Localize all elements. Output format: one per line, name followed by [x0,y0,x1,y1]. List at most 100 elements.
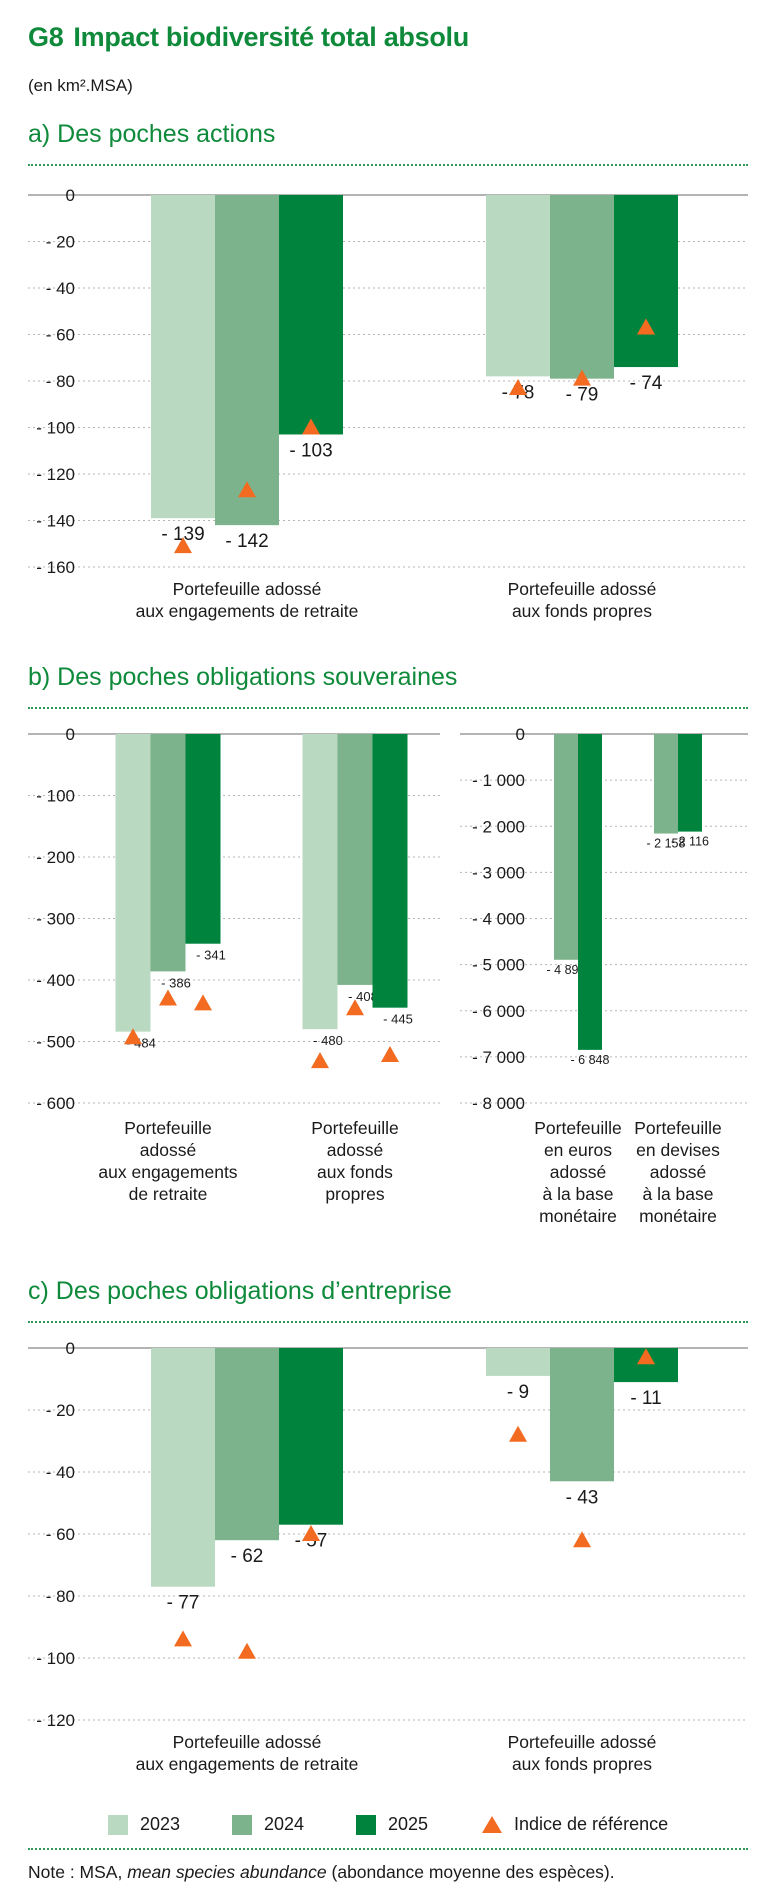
chart-a-y-tick-label: - 160 [36,558,75,577]
chart-c-category-label: Portefeuille adossé aux fonds propres [508,1732,657,1774]
chart-c-y-tick-label: - 60 [46,1525,75,1544]
chart-b-left-y-tick-label: - 100 [36,787,75,806]
chart-a-data-label-2023: - 139 [161,524,204,545]
chart-b-left-data-label-2024: - 408 [348,989,378,1004]
chart-b-right-category-label: Portefeuille en euros adossé à la base monét… [534,1118,622,1226]
chart-b-left-data-label-2025: - 445 [383,1012,413,1027]
chart-b-left-reference-marker-2025 [381,1046,399,1063]
chart-a-reference-marker-2023 [174,537,192,554]
chart-obligations-souveraines: 0- 100- 200- 300- 400- 500- 600- 484- 38… [28,725,748,1226]
note: Note : MSA, mean species abundance (abon… [28,1862,615,1883]
chart-b-left-y-tick-label: - 300 [36,910,75,929]
chart-c-reference-marker-2025 [637,1348,655,1365]
chart-c-y-tick-label: - 100 [36,1649,75,1668]
chart-b-left-bar-2024 [337,734,373,985]
legend-item-2024: 2024 [232,1814,304,1835]
chart-b-right-y-tick-label: - 6 000 [472,1002,525,1021]
chart-b-right-y-tick-label: - 2 000 [472,817,525,836]
chart-a-reference-marker-2025 [302,418,320,435]
chart-c-reference-marker-2025 [302,1525,320,1541]
chart-b-right-y-tick-label: - 1 000 [472,771,525,790]
chart-b-left-y-tick-label: - 400 [36,971,75,990]
chart-b-left-reference-marker-2025 [194,994,212,1011]
chart-b-left-data-label-2025: - 341 [196,948,226,963]
section-c-separator [28,1321,748,1323]
chart-a-bar-2024 [215,195,279,526]
figure-title-text: Impact biodiversité total absolu [73,22,469,52]
chart-c-reference-marker-2024 [238,1642,256,1659]
chart-c-reference-marker-2023 [174,1630,192,1647]
chart-b-left-bar-2025 [185,734,221,944]
chart-b-right-y-tick-label: - 5 000 [472,956,525,975]
chart-a-data-label-2025: - 74 [630,373,663,394]
chart-a-y-tick-label: - 80 [46,372,75,391]
chart-b-left-data-label-2023: - 480 [313,1033,343,1048]
note-italic: mean species abundance [127,1862,327,1882]
chart-c-data-label-2024: - 62 [231,1546,264,1567]
section-c-title: c) Des poches obligations d’entreprise [28,1277,452,1305]
legend-label-2025: 2025 [388,1814,429,1834]
chart-a-y-tick-label: - 40 [46,279,75,298]
chart-c-bar-2025 [279,1348,343,1525]
chart-b-left-bar-2023 [302,734,338,1030]
legend-swatch-2023 [108,1814,128,1835]
chart-b-right-y-tick-label: - 8 000 [472,1094,525,1113]
chart-c-y-tick-label: - 120 [36,1711,75,1730]
legend-item-reference: Indice de référence [482,1814,668,1835]
legend: 2023 2024 2025 Indice de référence [0,1808,768,1844]
chart-a-category-label: Portefeuille adossé aux fonds propres [508,579,657,621]
section-a-title: a) Des poches actions [28,120,276,148]
chart-a-data-label-2025: - 103 [289,440,332,461]
chart-c-reference-marker-2024 [573,1531,591,1548]
chart-b-left-reference-marker-2024 [159,989,177,1006]
chart-c-data-label-2023: - 77 [167,1593,200,1614]
chart-c-y-tick-label: 0 [66,1339,75,1358]
chart-b-right-data-label-2024: - 4 895 [547,963,586,977]
chart-a-bar-2024 [550,195,614,379]
chart-b-left-bar-2024 [150,734,186,972]
chart-b-left-category-label: Portefeuille adossé aux engagements de retr… [98,1118,237,1204]
chart-actions: 0 - 20 - 40 - 60 - 80 - 100 - 120 - 140 - 160 - 1… [28,186,748,621]
chart-b-left-bar-2023 [115,734,151,1032]
chart-b-right-y-tick-label: - 4 000 [472,910,525,929]
chart-a-category-label: Portefeuille adossé aux engagements de re… [136,579,359,621]
chart-b-right-bar-2024 [554,734,578,960]
chart-c-bar-2024 [550,1348,614,1482]
chart-b-right-data-label-2025: - 6 848 [571,1053,610,1067]
section-b-separator [28,707,748,709]
chart-c-y-tick-label: - 20 [46,1401,75,1420]
reference-triangle-icon [482,1816,502,1833]
chart-b-right-bar-2025 [578,734,602,1050]
chart-a-bar-2023 [151,195,215,519]
chart-c-y-tick-label: - 40 [46,1463,75,1482]
chart-b-left-reference-marker-2023 [124,1028,142,1045]
chart-b-left-y-tick-label: - 200 [36,848,75,867]
chart-c-bar-2023 [486,1348,550,1376]
chart-b-right-y-tick-label: - 7 000 [472,1048,525,1067]
chart-a-y-tick-label: 0 [66,186,75,205]
chart-b-left-reference-marker-2024 [346,999,364,1016]
chart-b-left-y-tick-label: 0 [66,725,75,744]
note-prefix: Note : MSA, [28,1862,128,1882]
chart-c-bar-2024 [215,1348,279,1541]
chart-c-data-label-2025: - 57 [295,1531,328,1552]
chart-b-right-bar-2024 [654,734,678,834]
chart-a-bar-2023 [486,195,550,377]
note-suffix: (abondance moyenne des espèces). [326,1862,615,1882]
chart-a-reference-marker-2025 [637,318,655,335]
chart-c-reference-marker-2023 [509,1425,527,1442]
chart-a-y-tick-label: - 100 [36,419,75,438]
chart-c-category-label: Portefeuille adossé aux engagements de re… [136,1732,359,1774]
chart-obligations-entreprise: 0 - 20 - 40 - 60 - 80 - 100 - 120 - 77 - 62 - 57 -… [28,1339,748,1774]
legend-item-2023: 2023 [108,1814,180,1835]
chart-a-bar-2025 [279,195,343,435]
chart-b-right-data-label-2025: - 2 116 [671,835,709,849]
chart-b-left-category-label: Portefeuille adossé aux fonds propres [311,1118,399,1204]
legend-swatch-2024 [232,1814,252,1835]
chart-c-data-label-2025: - 11 [630,1388,661,1409]
chart-a-data-label-2024: - 142 [225,531,268,552]
chart-a-reference-marker-2023 [509,378,527,395]
chart-c-bar-2023 [151,1348,215,1587]
chart-b-left-y-tick-label: - 600 [36,1094,75,1113]
chart-a-bar-2025 [614,195,678,368]
